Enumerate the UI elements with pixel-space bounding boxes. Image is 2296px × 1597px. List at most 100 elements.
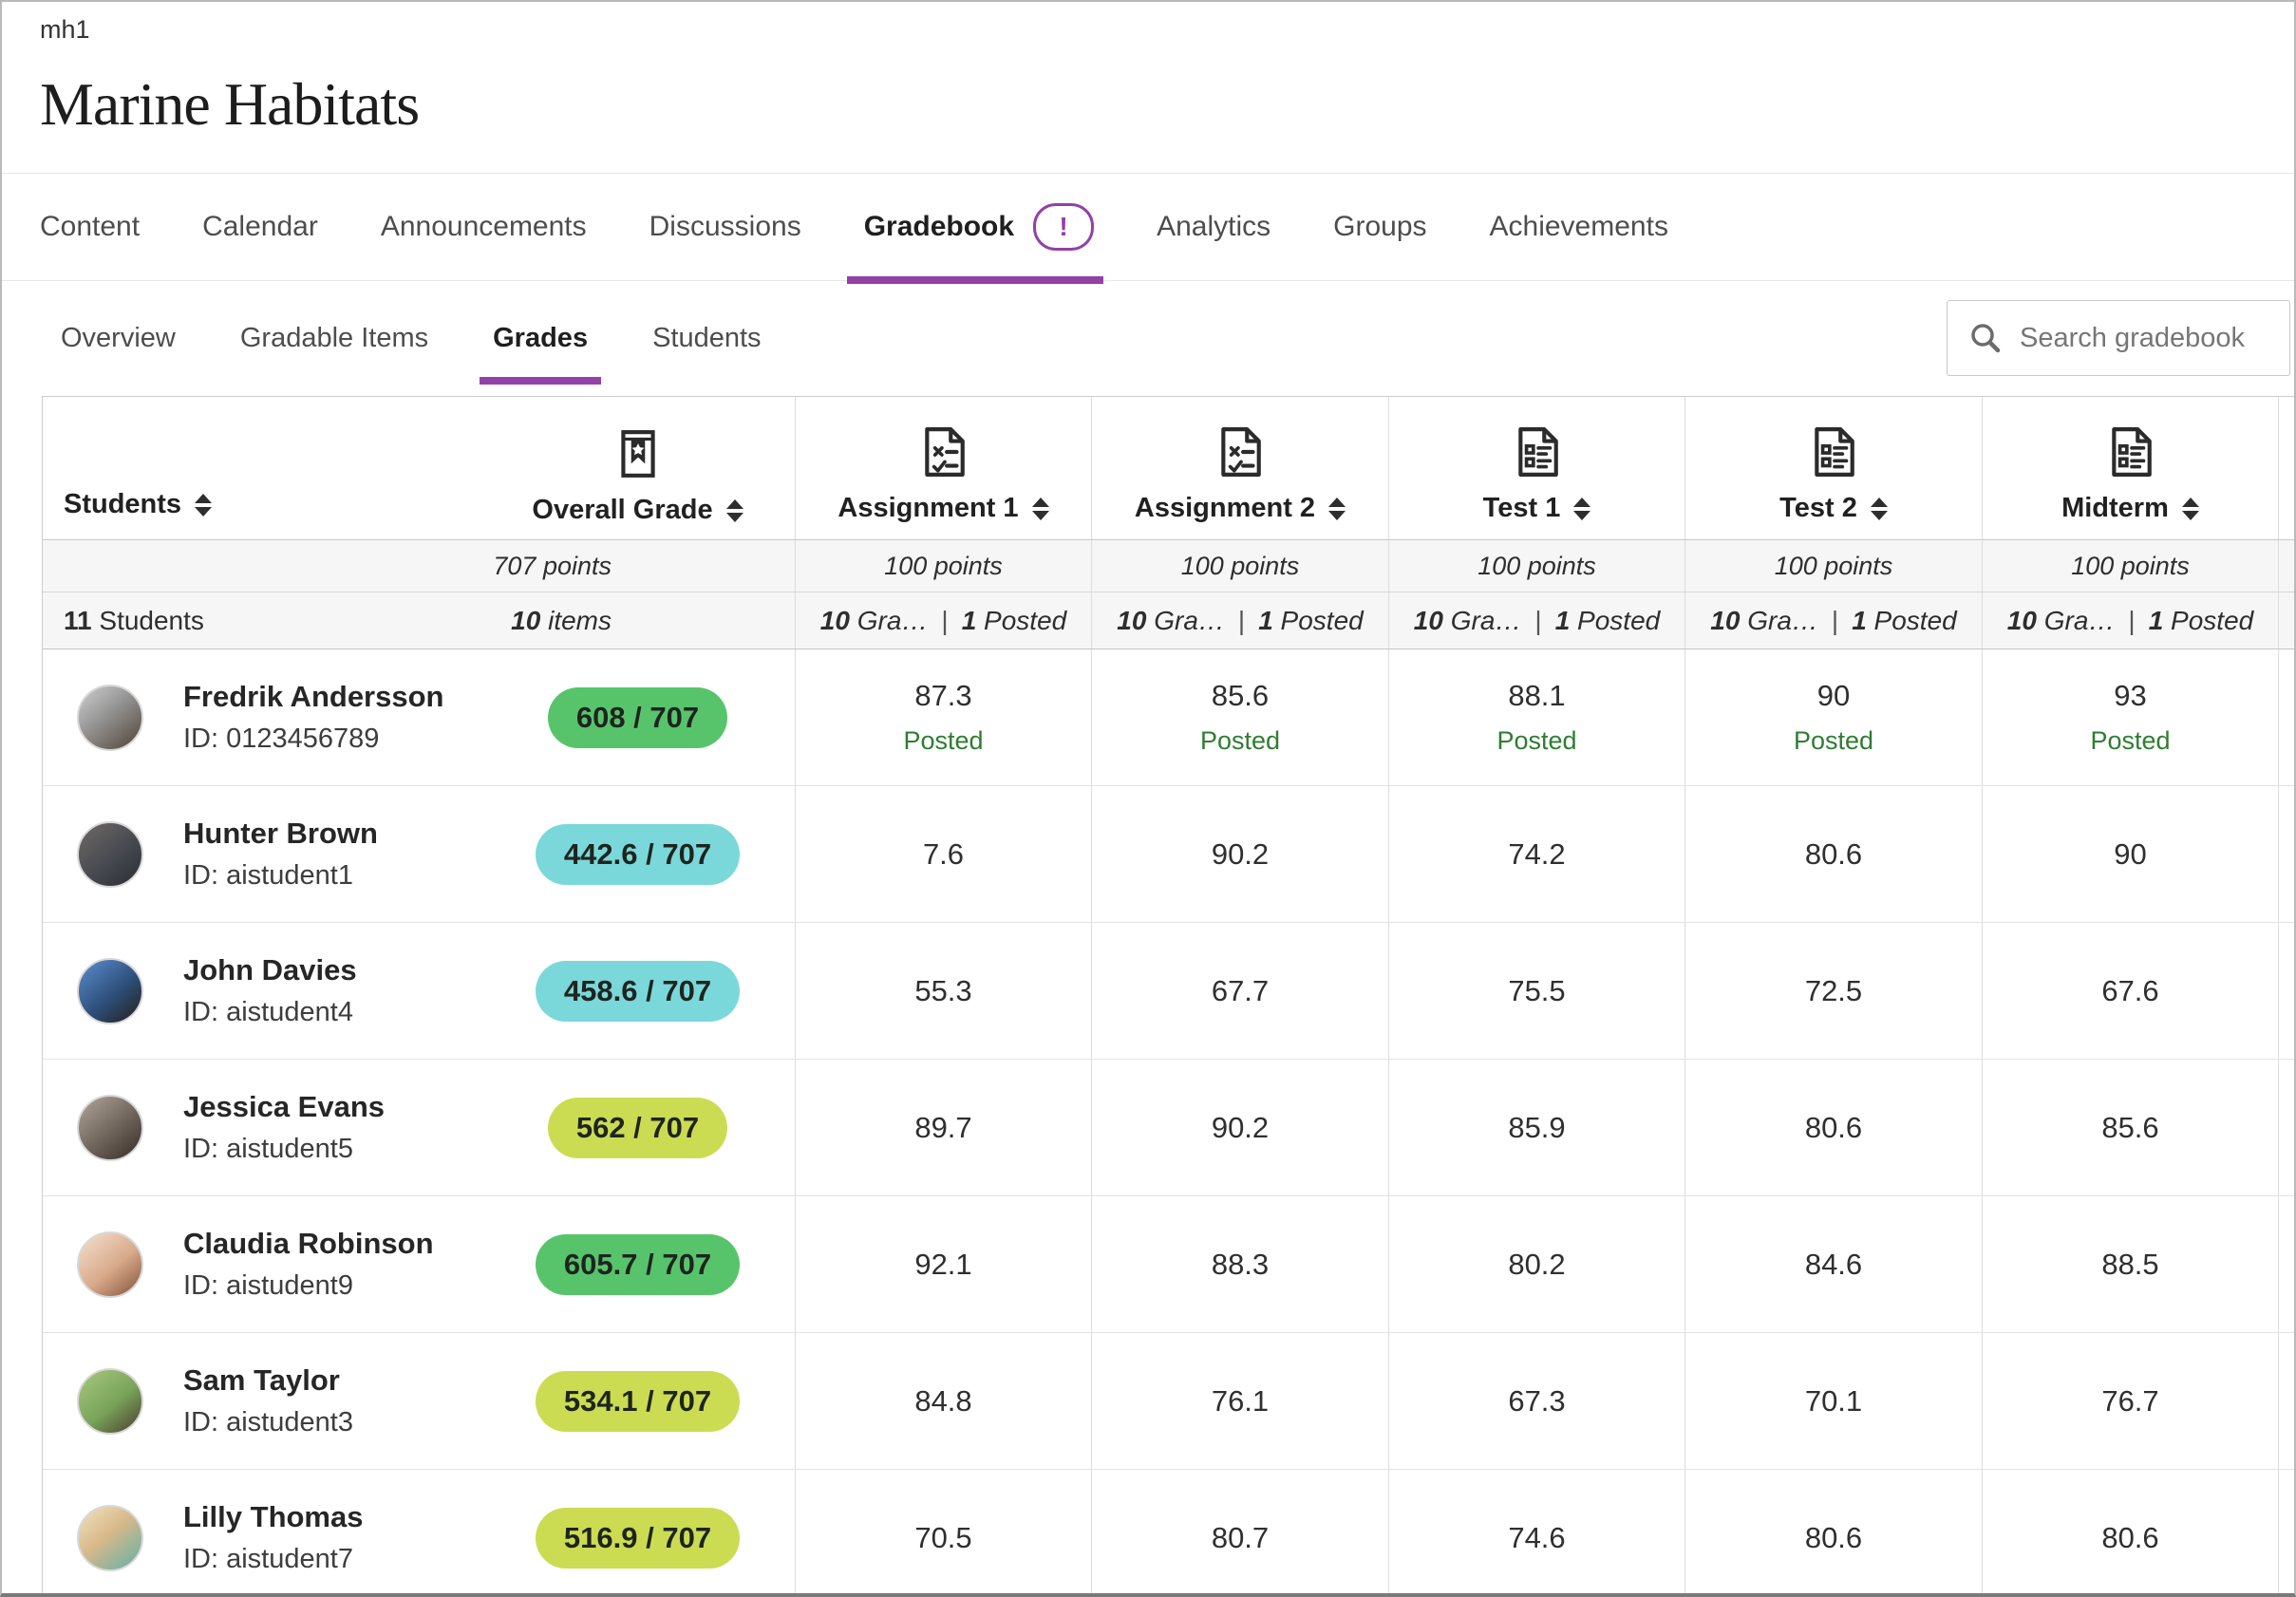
grade-value: 89.7 [914,1110,972,1144]
tab-students[interactable]: Students [652,281,761,396]
overall-grade-slot: 562 / 707 [480,1060,796,1195]
grade-cell[interactable]: 89.7 [796,1060,1092,1195]
gradebook-table: Students Overall Grade Assignment 1 Assig… [42,396,2294,1593]
grade-cell[interactable]: 85.6 Posted [1092,649,1389,785]
grade-cell[interactable]: 80.6 [1685,1470,1983,1593]
student-cell-fredrik-andersson[interactable]: Fredrik Andersson ID: 0123456789 608 / 707 [43,649,796,785]
column-header-test-2[interactable]: Test 2 [1685,397,1983,539]
grade-cell[interactable]: 88.1 Posted [1389,649,1685,785]
grade-cell[interactable]: 70.1 [1685,1333,1983,1469]
grade-cell[interactable]: 80.6 [1983,1470,2279,1593]
search-box[interactable] [1947,300,2290,376]
tab-label: Gradable Items [239,323,429,353]
column-header-assignment-2[interactable]: Assignment 2 [1092,397,1389,539]
grade-value: 80.6 [1804,1110,1863,1144]
sort-icon [2182,498,2199,520]
tab-gradable-items[interactable]: Gradable Items [240,281,428,396]
grade-cell[interactable]: 67.6 [1983,923,2279,1059]
grade-cell[interactable]: 88.5 [1983,1196,2279,1332]
grade-value: 76.7 [2101,1383,2159,1418]
row-filler-cell [2279,1196,2294,1332]
posted-status: Posted [2090,726,2171,755]
grade-cell[interactable]: 93 Posted [1983,649,2279,785]
column-header-midterm[interactable]: Midterm [1983,397,2279,539]
nav-item-discussions[interactable]: Discussions [649,174,801,280]
grade-cell[interactable]: 74.6 [1389,1470,1685,1593]
search-input[interactable] [2018,321,2278,355]
nav-item-announcements[interactable]: Announcements [381,174,587,280]
column-points-cell: 100 points [1092,540,1389,592]
nav-item-analytics[interactable]: Analytics [1157,174,1270,280]
grade-cell[interactable]: 72.5 [1685,923,1983,1059]
grade-cell[interactable]: 67.3 [1389,1333,1685,1469]
nav-item-calendar[interactable]: Calendar [202,174,318,280]
nav-item-label: Gradebook [863,211,1015,242]
grade-cell[interactable]: 75.5 [1389,923,1685,1059]
grade-cell[interactable]: 55.3 [796,923,1092,1059]
nav-item-content[interactable]: Content [40,174,140,280]
tab-grades[interactable]: Grades [480,281,602,396]
overall-grade-pill[interactable]: 562 / 707 [547,1097,728,1158]
grade-cell[interactable]: 80.6 [1685,786,1983,922]
student-name: Jessica Evans [183,1090,386,1123]
grade-cell[interactable]: 76.1 [1092,1333,1389,1469]
tab-overview[interactable]: Overview [61,281,176,396]
column-label-row: Test 2 [1779,493,1888,524]
grade-cell[interactable]: 7.6 [796,786,1092,922]
students-items-count-cell: 11 Students 10 items [43,592,796,648]
grade-cell[interactable]: 90.2 [1092,1060,1389,1195]
grade-value: 93 [2114,679,2147,712]
column-header-assignment-1[interactable]: Assignment 1 [796,397,1092,539]
overall-grade-pill[interactable]: 534.1 / 707 [535,1370,741,1432]
student-row: John Davies ID: aistudent4 458.6 / 707 55.3… [43,923,2294,1060]
grade-cell[interactable]: 84.8 [796,1333,1092,1469]
student-row: Jessica Evans ID: aistudent5 562 / 707 89.7… [43,1060,2294,1196]
grade-cell[interactable]: 76.7 [1983,1333,2279,1469]
grade-cell[interactable]: 84.6 [1685,1196,1983,1332]
grade-cell[interactable]: 85.9 [1389,1060,1685,1195]
grade-cell[interactable]: 80.2 [1389,1196,1685,1332]
grade-cell[interactable]: 90.2 [1092,786,1389,922]
grade-value: 84.8 [914,1383,972,1418]
student-cell-sam-taylor[interactable]: Sam Taylor ID: aistudent3 534.1 / 707 [43,1333,796,1469]
overall-grade-pill[interactable]: 605.7 / 707 [535,1233,741,1295]
overall-grade-column-header[interactable]: Overall Grade [480,428,796,526]
grade-cell[interactable]: 90 [1983,786,2279,922]
nav-item-gradebook[interactable]: Gradebook! [846,174,1104,284]
column-header-test-1[interactable]: Test 1 [1389,397,1685,539]
students-overall-header-cell: Students Overall Grade [43,397,796,539]
grade-value: 70.1 [1804,1383,1863,1418]
grade-cell[interactable]: 90 Posted [1685,649,1983,785]
grade-cell[interactable]: 88.3 [1092,1196,1389,1332]
column-label: Assignment 2 [1134,493,1316,523]
nav-item-label: Analytics [1157,211,1271,242]
student-cell-john-davies[interactable]: John Davies ID: aistudent4 458.6 / 707 [43,923,796,1059]
graded-count: 10 Gra… [819,605,929,635]
student-cell-hunter-brown[interactable]: Hunter Brown ID: aistudent1 442.6 / 707 [43,786,796,922]
overall-grade-pill[interactable]: 442.6 / 707 [535,823,741,885]
student-row: Hunter Brown ID: aistudent1 442.6 / 707 7.6… [43,786,2294,923]
grade-cell[interactable]: 74.2 [1389,786,1685,922]
overall-grade-pill[interactable]: 516.9 / 707 [535,1507,741,1569]
overall-grade-pill[interactable]: 458.6 / 707 [535,960,741,1022]
student-text: Fredrik Andersson ID: 0123456789 [183,680,443,755]
student-cell-claudia-robinson[interactable]: Claudia Robinson ID: aistudent9 605.7 / 70… [43,1196,796,1332]
student-cell-lilly-thomas[interactable]: Lilly Thomas ID: aistudent7 516.9 / 707 [43,1470,796,1593]
grade-value: 90.2 [1211,1110,1270,1144]
grade-cell[interactable]: 70.5 [796,1470,1092,1593]
grade-cell[interactable]: 85.6 [1983,1060,2279,1195]
grade-value: 85.6 [2101,1110,2159,1144]
grade-cell[interactable]: 67.7 [1092,923,1389,1059]
nav-item-groups[interactable]: Groups [1333,174,1426,280]
row-filler-cell [2279,649,2294,785]
grade-cell[interactable]: 92.1 [796,1196,1092,1332]
overall-grade-pill[interactable]: 608 / 707 [547,686,728,748]
grade-cell[interactable]: 80.7 [1092,1470,1389,1593]
student-text: Sam Taylor ID: aistudent3 [183,1363,353,1438]
grade-cell[interactable]: 87.3 Posted [796,649,1092,785]
grade-cell[interactable]: 80.6 [1685,1060,1983,1195]
column-points: 100 points [1774,551,1893,580]
students-column-header[interactable]: Students [64,489,212,520]
nav-item-achievements[interactable]: Achievements [1490,174,1668,280]
student-cell-jessica-evans[interactable]: Jessica Evans ID: aistudent5 562 / 707 [43,1060,796,1195]
